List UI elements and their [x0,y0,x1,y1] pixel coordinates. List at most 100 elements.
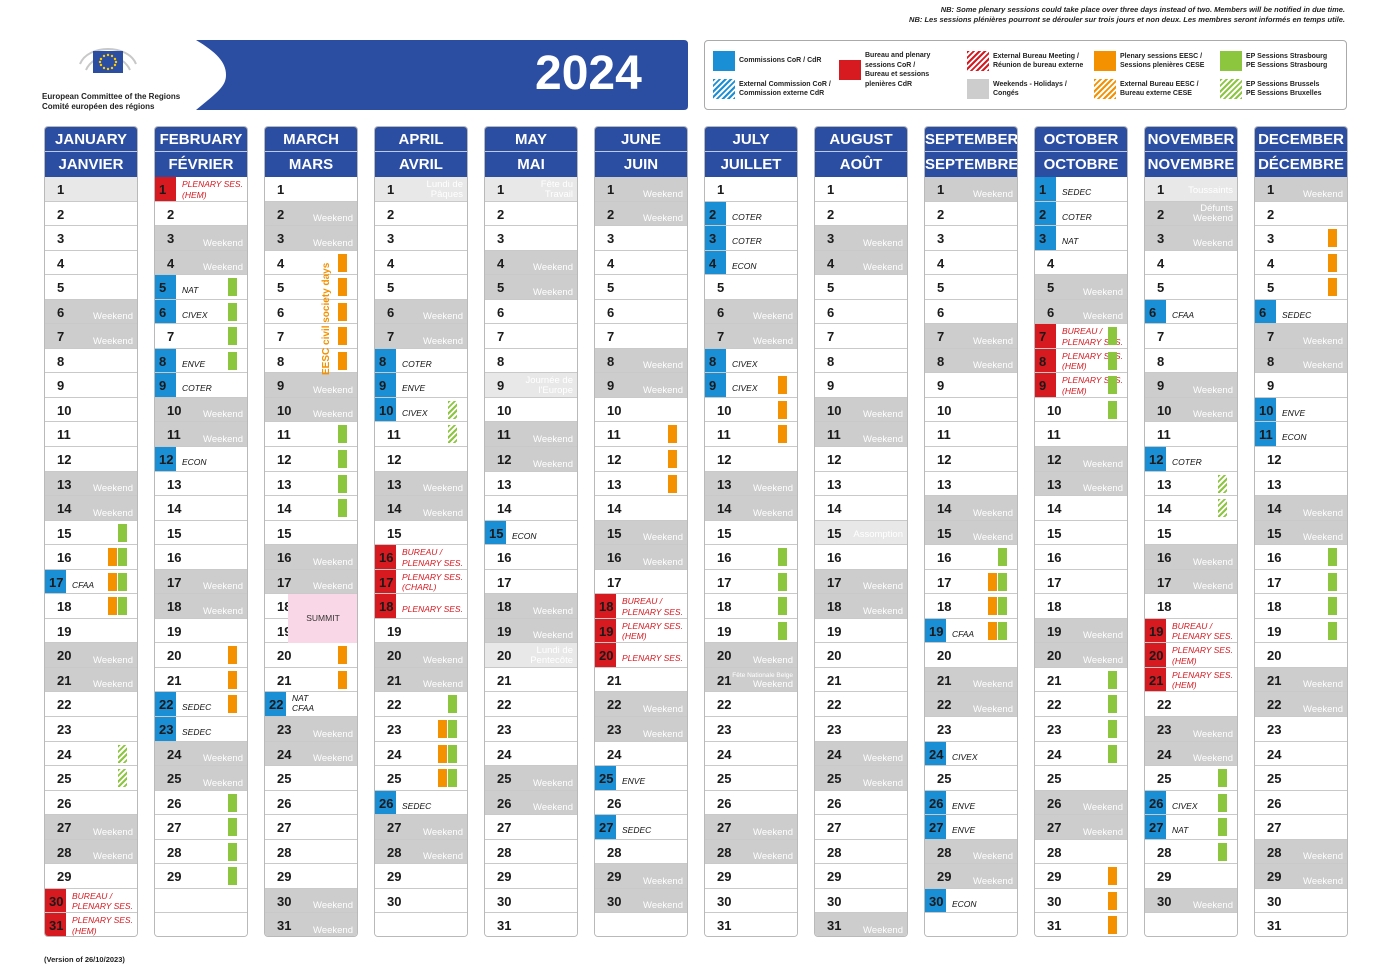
day-row: 12 [45,447,137,472]
day-number: 27 [599,820,614,836]
month-name-fr: MAI [517,156,545,173]
ep-session-bar [1108,744,1117,763]
day-row: 10 ENVE [1255,397,1347,423]
day-number: 11 [607,427,621,443]
day-number: 11 [937,427,951,443]
day-row: 11 Weekend [815,422,907,448]
day-row: 24 Weekend [265,741,357,767]
day-number: 10 [1259,402,1274,418]
plenary-marker: 30 [45,888,66,913]
month-header-divider [705,151,797,152]
ep-session-bar [778,597,787,616]
day-row: 20 PLENARY SES. (HEM) [1145,643,1237,668]
day-row: 31 PLENARY SES. (HEM) [45,913,137,936]
cor-meeting-label: NAT [1172,825,1189,836]
cor-meeting-label: ENVE [1282,407,1306,418]
day-row: 9 Weekend [265,373,357,398]
day-number: 8 [1267,353,1275,369]
day-row: 29 [375,864,467,889]
plenary-label: PLENARY SES. (HEM) [622,621,683,642]
legend-label-line: External Bureau Meeting / [993,52,1079,60]
day-number: 1 [717,182,725,197]
day-row: 27 [815,815,907,840]
weekend-label: Weekend [93,507,133,519]
day-number: 4 [277,255,285,271]
legend-label-line: Bureau et sessions [865,71,930,78]
weekend-label: Weekend [533,605,573,617]
weekend-label: Weekend [93,851,133,863]
day-row: 30 Weekend [265,888,357,914]
plenary-label-line: PLENARY SES. [402,571,463,582]
day-row: 5 [705,275,797,300]
day-number: 9 [1157,378,1165,394]
day-number: 18 [717,599,732,615]
day-number: 9 [607,378,615,394]
day-number: 19 [827,623,842,639]
day-number: 13 [827,476,842,492]
day-number: 14 [717,501,732,517]
day-row: 2 [925,201,1017,227]
day-number: 25 [387,771,402,787]
day-number: 5 [1047,280,1055,296]
day-row: 31 [705,913,797,936]
day-row: 14 Weekend [1255,496,1347,521]
month-header-divider [815,151,907,152]
day-row: 13 [815,471,907,497]
plenary-label-line: PLENARY SES. [72,915,133,926]
day-row: 5 [1145,275,1237,300]
day-row: 8 COTER [375,348,467,374]
day-number: 24 [277,746,292,762]
plenary-marker: 1 [155,177,176,201]
day-number: 26 [277,795,292,811]
day-row: 22 [1035,692,1127,718]
day-row: 19 [45,618,137,644]
day-row: 24 CIVEX [925,741,1017,767]
eesc-session-bar [228,670,237,689]
day-row: 15 Weekend [925,520,1017,546]
day-row: 11 [375,422,467,448]
cor-meeting-marker: 19 [925,618,946,643]
day-row: 14 Weekend [705,496,797,521]
day-row: 20 [1255,643,1347,668]
day-number: 26 [717,795,732,811]
day-number: 26 [497,795,512,811]
day-row: 16 Weekend [595,545,687,570]
cor-meeting-marker: 22 [155,692,176,717]
org-name-en: European Committee of the Regions [42,92,181,101]
cor-meeting-marker: 12 [1145,447,1166,471]
day-number: 19 [277,623,292,639]
day-row: 24 Weekend [815,741,907,767]
day-number: 24 [387,746,402,762]
weekend-label: Weekend [643,188,683,200]
day-row: 27 SEDEC [595,815,687,840]
plenary-label-line: PLENARY SES. [1172,631,1233,642]
weekend-label: Weekend [93,335,133,347]
day-number: 27 [1149,820,1164,836]
day-row: 5 [265,275,357,300]
day-number: 8 [937,353,945,369]
plenary-label-line: PLENARY SES. [1172,645,1233,656]
day-row: 24 [1035,741,1127,767]
day-number: 21 [387,672,402,688]
day-number: 18 [277,599,292,615]
day-row: 18 PLENARY SES. [375,594,467,619]
day-number: 12 [1267,452,1282,468]
eesc-session-bar [438,744,447,763]
day-number: 1 [937,182,945,197]
day-number: 30 [827,893,842,909]
day-row: 29 [815,864,907,889]
day-number: 8 [1157,353,1165,369]
day-row: 4 [1255,250,1347,276]
day-number: 18 [1267,599,1282,615]
cor-meeting-marker: 3 [1035,226,1056,250]
day-number: 4 [497,255,505,271]
eesc-session-bar [108,548,117,567]
day-row: 12 Weekend [485,447,577,472]
day-number: 4 [387,255,395,271]
weekend-label: Weekend [1193,213,1233,225]
day-number: 27 [57,820,72,836]
ep-session-bar [118,597,127,616]
weekend-label: Weekend [313,237,353,249]
day-number: 16 [167,550,182,566]
month-name-en: OCTOBER [1043,131,1119,148]
